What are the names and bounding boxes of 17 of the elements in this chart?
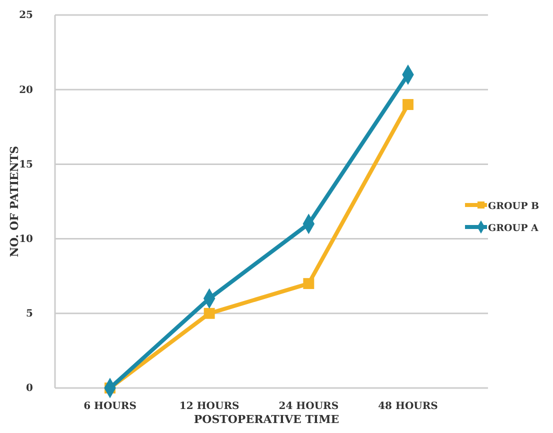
y-tick-label: 15 — [19, 159, 34, 170]
x-tick-label: 6 HOURS — [84, 401, 136, 412]
y-tick-label: 25 — [19, 10, 34, 22]
x-tick-label: 24 HOURS — [278, 401, 339, 412]
legend-label: GROUP A — [488, 223, 540, 234]
x-tick-label: 12 HOURS — [179, 401, 240, 412]
x-axis-title: POSTOPERATIVE TIME — [194, 413, 340, 426]
x-tick-label: 48 HOURS — [378, 401, 438, 412]
point — [204, 308, 215, 319]
y-tick-label: 5 — [26, 308, 34, 320]
y-tick-label: 0 — [26, 383, 34, 394]
point — [402, 99, 414, 110]
y-tick-label: 10 — [19, 234, 34, 245]
point — [303, 278, 314, 290]
y-axis-title: NO. OF PATIENTS — [8, 146, 21, 258]
legend-label: GROUP B — [488, 201, 540, 212]
y-tick-label: 20 — [19, 84, 34, 96]
